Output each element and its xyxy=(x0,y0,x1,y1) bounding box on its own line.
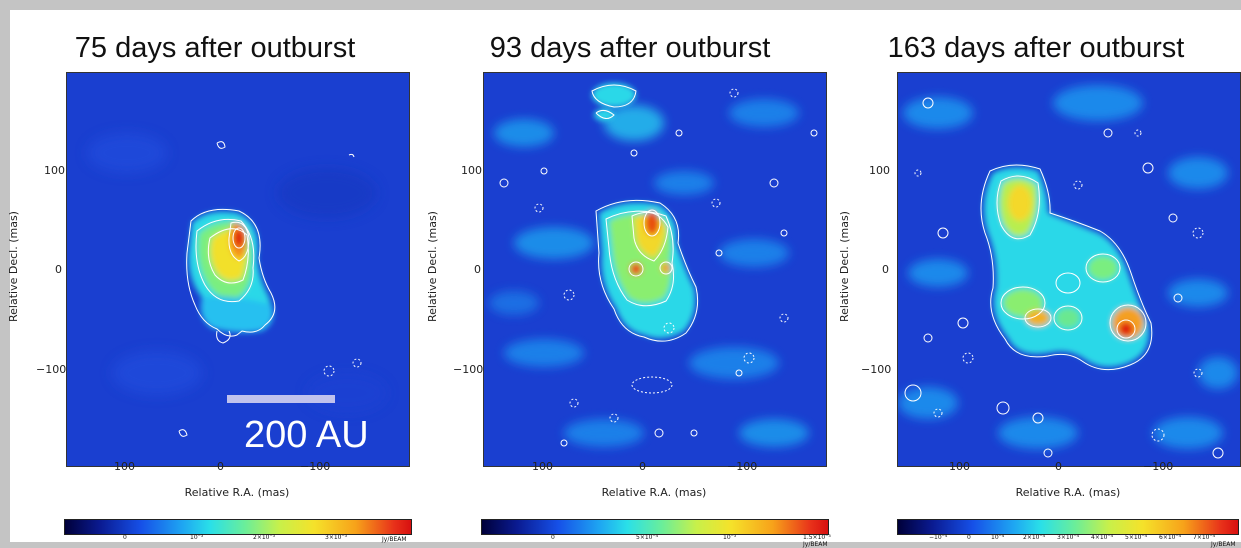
x-tick: 0 xyxy=(217,460,224,473)
colorbar-tick: 5×10⁻⁴ xyxy=(636,534,659,541)
colorbar-tick: 2×10⁻⁴ xyxy=(1023,534,1046,541)
colorbar-tick: 3×10⁻³ xyxy=(325,534,348,541)
radio-map xyxy=(66,72,410,467)
x-tick: −100 xyxy=(727,460,758,473)
colorbar xyxy=(481,519,829,535)
colorbar-tick: 10⁻³ xyxy=(190,534,204,541)
colorbar xyxy=(897,519,1239,535)
x-axis-label: Relative R.A. (mas) xyxy=(601,486,707,499)
y-tick: 100 xyxy=(869,164,890,177)
x-tick: 100 xyxy=(114,460,135,473)
y-tick: −100 xyxy=(453,363,484,376)
colorbar-unit: Jy/BEAM xyxy=(382,536,407,543)
panel-163-days: 163 days after outburst Relative Decl. (… xyxy=(831,10,1241,548)
y-axis-label: Relative Decl. (mas) xyxy=(425,211,439,322)
x-tick: 100 xyxy=(532,460,553,473)
colorbar-tick: 1.5×10⁻³ xyxy=(803,534,831,541)
panel-75-days: 75 days after outburst Relative Decl. (m… xyxy=(6,10,420,543)
x-tick: 100 xyxy=(949,460,970,473)
y-tick: 0 xyxy=(55,263,62,276)
y-axis-label: Relative Decl. (mas) xyxy=(837,211,851,322)
panel-title: 163 days after outburst xyxy=(887,32,1185,64)
x-tick: −100 xyxy=(300,460,331,473)
scale-bar-label: 200 AU xyxy=(244,414,369,456)
y-tick: 0 xyxy=(474,263,481,276)
colorbar xyxy=(64,519,412,535)
panel-title: 75 days after outburst xyxy=(74,32,356,64)
colorbar-tick: 7×10⁻⁴ xyxy=(1193,534,1216,541)
y-tick: −100 xyxy=(36,363,67,376)
colorbar-tick: 6×10⁻⁴ xyxy=(1159,534,1182,541)
colorbar-tick: 0 xyxy=(123,534,127,541)
colorbar-tick: 0 xyxy=(967,534,971,541)
figure: 75 days after outburst Relative Decl. (m… xyxy=(6,10,1241,548)
y-tick: 0 xyxy=(882,263,889,276)
x-axis-label: Relative R.A. (mas) xyxy=(1015,486,1121,499)
y-tick: −100 xyxy=(861,363,892,376)
colorbar-unit: Jy/BEAM xyxy=(803,541,828,548)
colorbar-unit: Jy/BEAM xyxy=(1211,541,1236,548)
colorbar-tick: 5×10⁻⁴ xyxy=(1125,534,1148,541)
y-axis-label: Relative Decl. (mas) xyxy=(6,211,20,322)
y-tick: 100 xyxy=(461,164,482,177)
x-tick: 0 xyxy=(639,460,646,473)
colorbar-tick: 3×10⁻⁴ xyxy=(1057,534,1080,541)
colorbar-tick: 0 xyxy=(551,534,555,541)
colorbar-tick: 10⁻⁴ xyxy=(991,534,1005,541)
y-tick: 100 xyxy=(44,164,65,177)
x-axis-label: Relative R.A. (mas) xyxy=(184,486,290,499)
radio-map xyxy=(897,72,1241,467)
scale-bar xyxy=(227,395,335,403)
colorbar-tick: 2×10⁻³ xyxy=(253,534,276,541)
colorbar-tick: 10⁻³ xyxy=(723,534,737,541)
panel-title: 93 days after outburst xyxy=(489,32,771,64)
x-tick: 0 xyxy=(1055,460,1062,473)
panel-93-days: 93 days after outburst Relative Decl. (m… xyxy=(425,10,835,548)
x-tick: −100 xyxy=(1143,460,1174,473)
radio-map xyxy=(483,72,827,467)
colorbar-tick: −10⁻⁴ xyxy=(929,534,948,541)
colorbar-tick: 4×10⁻⁴ xyxy=(1091,534,1114,541)
